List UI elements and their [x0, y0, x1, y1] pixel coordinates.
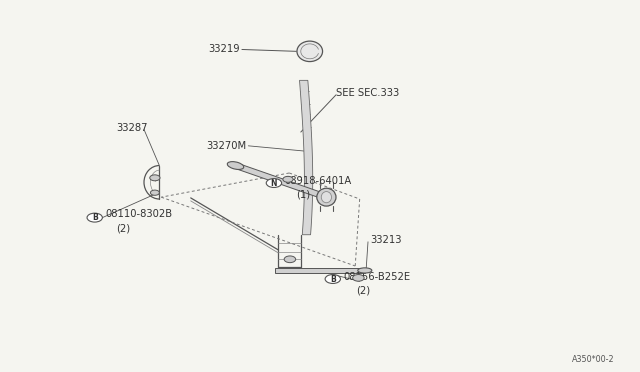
Polygon shape: [275, 268, 365, 273]
Circle shape: [325, 275, 340, 283]
Circle shape: [150, 190, 159, 195]
Text: (2): (2): [116, 224, 131, 234]
Text: 33219: 33219: [209, 45, 240, 54]
Text: 08156-B252E: 08156-B252E: [343, 272, 410, 282]
Text: B: B: [92, 213, 97, 222]
Circle shape: [353, 275, 364, 281]
Ellipse shape: [358, 268, 372, 273]
Text: B: B: [330, 275, 335, 283]
Text: (2): (2): [356, 285, 371, 295]
Polygon shape: [233, 163, 329, 199]
Ellipse shape: [297, 41, 323, 62]
Ellipse shape: [321, 192, 332, 203]
Text: 33270M: 33270M: [206, 141, 246, 151]
Text: 08918-6401A: 08918-6401A: [284, 176, 351, 186]
Circle shape: [284, 256, 296, 263]
Text: N: N: [271, 179, 277, 187]
Circle shape: [283, 176, 293, 182]
Text: (1): (1): [296, 189, 310, 199]
Text: 33287: 33287: [116, 124, 148, 133]
Text: 08110-8302B: 08110-8302B: [105, 209, 172, 219]
Circle shape: [266, 179, 282, 187]
Text: 33213: 33213: [370, 235, 401, 245]
Circle shape: [150, 175, 160, 181]
Text: A350*00-2: A350*00-2: [572, 355, 614, 364]
Ellipse shape: [317, 188, 336, 206]
Polygon shape: [300, 80, 313, 235]
Text: SEE SEC.333: SEE SEC.333: [336, 88, 399, 98]
Ellipse shape: [227, 161, 244, 170]
Circle shape: [87, 213, 102, 222]
